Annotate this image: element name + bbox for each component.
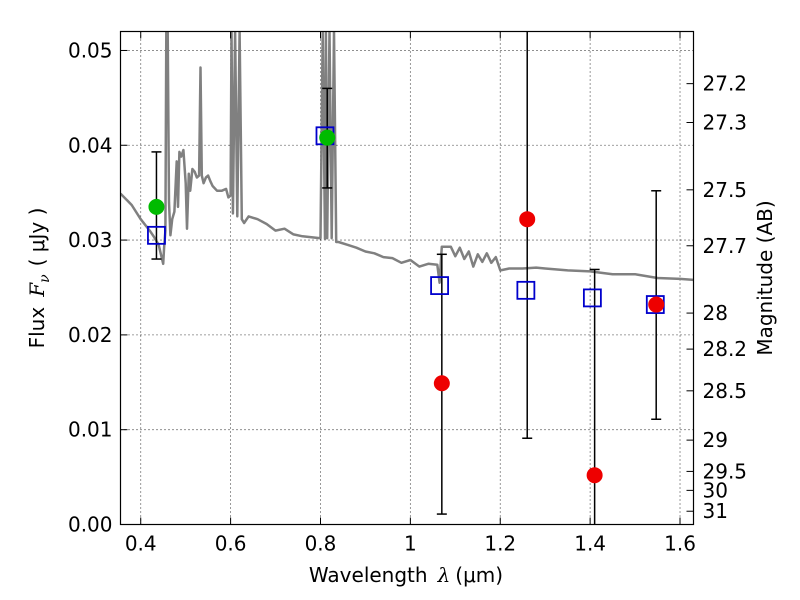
y2-tick-label: 28.5	[703, 379, 748, 403]
grid-lines	[120, 31, 694, 525]
plot-area	[120, 31, 694, 525]
x-tick-label: 1.6	[664, 532, 696, 556]
x-tick-label: 1	[404, 532, 417, 556]
model-flux-square	[516, 280, 536, 300]
x-tick-label: 0.6	[215, 532, 247, 556]
model-flux-square	[430, 276, 449, 295]
y2-tick-label: 27.3	[703, 111, 748, 135]
x-tick-label: 1.2	[484, 532, 516, 556]
y2-axis-label: Magnitude (AB)	[753, 200, 777, 355]
y2-tick-label: 31	[703, 499, 728, 523]
model-flux-square	[582, 288, 602, 308]
model-flux-square	[147, 225, 166, 245]
y-tick-label: 0.02	[68, 323, 113, 347]
detection-point-red	[519, 211, 536, 228]
x-tick-label: 0.8	[305, 532, 337, 556]
detection-point-red	[586, 467, 603, 484]
y2-tick-label: 30	[703, 478, 728, 502]
detection-point-green	[319, 129, 336, 146]
y2-tick-label: 29.5	[703, 459, 748, 483]
y2-tick-label: 28.2	[703, 337, 748, 361]
y2-tick-label: 29	[703, 428, 728, 452]
detection-point-red	[433, 375, 450, 392]
axis-ticks: 0.4 0.6 0.8 1 1.2 1.4 1.6 0.00 0.01 0.02 0.03 0.04 0…	[68, 31, 748, 556]
y-axis-label: FluxFν( μJy )	[25, 208, 53, 349]
y-tick-label: 0.04	[68, 133, 113, 157]
y2-tick-label: 27.2	[703, 72, 748, 96]
plot-frame	[119, 30, 695, 526]
y-tick-label: 0.03	[68, 228, 113, 252]
x-tick-label: 1.4	[574, 532, 606, 556]
y-tick-label: 0.05	[68, 38, 113, 62]
y2-tick-label: 27.5	[703, 178, 748, 202]
y-tick-label: 0.01	[68, 418, 113, 442]
x-tick-label: 0.4	[125, 532, 157, 556]
detection-point-green	[148, 198, 165, 215]
detection-point-red	[648, 296, 665, 313]
y-tick-label: 0.00	[68, 513, 113, 537]
y2-tick-label: 28	[703, 301, 728, 325]
y2-tick-label: 27.7	[703, 234, 748, 258]
model-sed-line	[120, 31, 694, 284]
x-axis-label: Wavelength λ (μm)	[309, 563, 503, 587]
